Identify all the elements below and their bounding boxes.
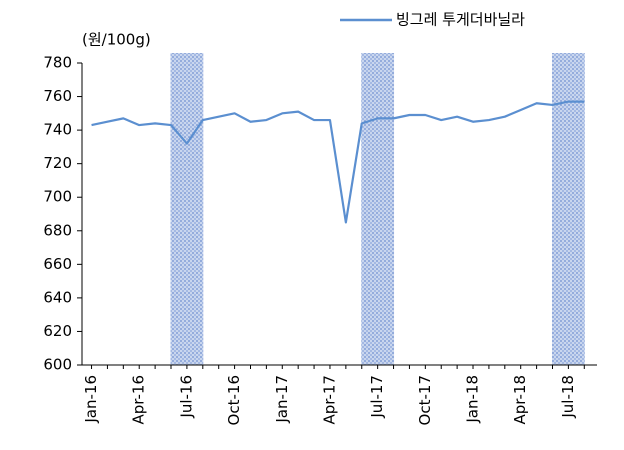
y-tick-label: 600 — [43, 356, 72, 374]
y-tick-label: 740 — [43, 121, 72, 139]
legend-label: 빙그레 투게더바닐라 — [396, 11, 525, 29]
y-tick-label: 760 — [43, 87, 72, 105]
y-tick-label: 640 — [43, 288, 72, 306]
x-tick-label: Jan-16 — [82, 375, 100, 424]
y-axis-label: (원/100g) — [82, 31, 151, 49]
x-tick-label: Jul-16 — [177, 375, 195, 419]
y-tick-label: 620 — [43, 322, 72, 340]
shaded-period — [361, 53, 395, 365]
x-tick-label: Jul-18 — [559, 375, 577, 419]
shaded-period — [170, 53, 204, 365]
x-tick-label: Apr-18 — [511, 375, 529, 425]
x-tick-label: Jan-17 — [273, 375, 291, 424]
x-tick-label: Oct-17 — [416, 375, 434, 425]
y-tick-label: 680 — [43, 221, 72, 239]
y-tick-label: 720 — [43, 154, 72, 172]
series-line — [91, 100, 585, 224]
x-tick-label: Jan-18 — [464, 375, 482, 424]
x-tick-label: Apr-17 — [320, 375, 338, 425]
y-tick-label: 660 — [43, 255, 72, 273]
x-tick-label: Oct-16 — [225, 375, 243, 425]
y-tick-label: 700 — [43, 188, 72, 206]
x-tick-label: Jul-17 — [368, 375, 386, 419]
x-tick-label: Apr-16 — [130, 375, 148, 425]
shaded-period — [551, 53, 585, 365]
y-tick-label: 780 — [43, 54, 72, 72]
